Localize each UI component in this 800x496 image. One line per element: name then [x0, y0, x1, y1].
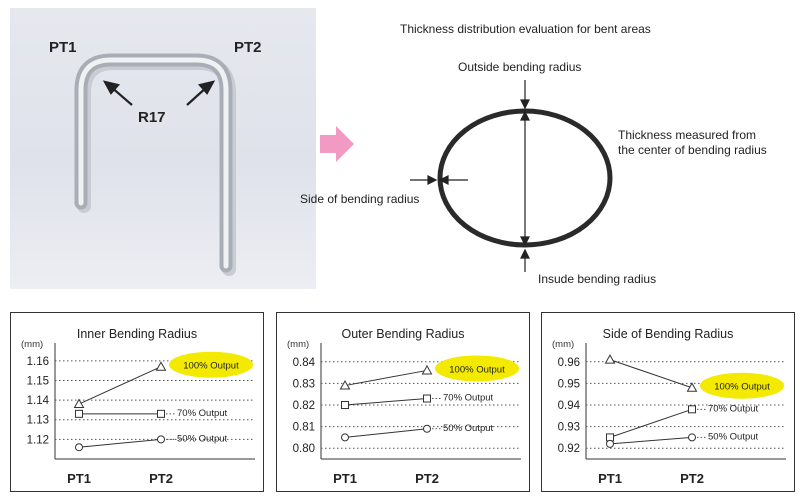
triangle-marker: [686, 382, 698, 392]
highlight-ellipse: [169, 351, 253, 378]
highlight-ellipse: [435, 355, 519, 382]
cross-section-diagram: Thickness distribution evaluation for be…: [290, 0, 800, 296]
inside-radius-label: Insude bending radius: [538, 272, 657, 286]
pink-arrow-icon: [320, 126, 354, 162]
x-tick-label: PT2: [149, 471, 173, 486]
y-unit-label: (mm): [21, 339, 43, 350]
series-line: [609, 359, 693, 389]
triangle-marker: [73, 398, 85, 409]
photo-label-radius: R17: [138, 109, 166, 126]
center-label-line2: the center of bending radius: [618, 143, 767, 157]
chart-inner-bending: Inner Bending Radius (mm) 1.16 1.15 1.14 1.13…: [10, 312, 264, 492]
center-label-line1: Thickness measured from: [618, 128, 757, 142]
y-tick-label: 1.14: [27, 395, 50, 407]
square-marker: [606, 433, 614, 442]
outside-radius-label: Outside bending radius: [458, 60, 582, 74]
y-tick-label: 1.16: [27, 356, 49, 368]
y-unit-label: (mm): [287, 339, 309, 350]
series-label: 50% Output: [177, 433, 228, 444]
square-marker: [157, 409, 165, 418]
x-tick-label: PT1: [67, 471, 91, 486]
chart-title: Outer Bending Radius: [342, 327, 465, 341]
photo-label-pt2: PT2: [234, 39, 262, 56]
series-line: [78, 438, 162, 448]
x-tick-label: PT1: [598, 471, 622, 486]
circle-marker: [688, 433, 696, 442]
triangle-marker: [604, 354, 616, 364]
square-marker: [75, 409, 83, 418]
series-label: 50% Output: [443, 423, 494, 434]
bent-tube-photo: PT1 PT2 R17: [10, 8, 316, 289]
square-marker: [341, 401, 349, 409]
series-label: 100% Output: [183, 361, 239, 372]
square-marker: [688, 405, 696, 414]
chart-title: Inner Bending Radius: [77, 327, 197, 341]
photo-label-pt1: PT1: [49, 39, 77, 56]
square-marker: [423, 394, 431, 403]
y-tick-label: 0.94: [558, 400, 581, 412]
series-line: [78, 366, 162, 405]
series-label: 100% Output: [714, 382, 770, 393]
circle-marker: [423, 424, 431, 433]
circle-marker: [606, 439, 614, 448]
chart-svg-0: Inner Bending Radius (mm) 1.16 1.15 1.14 1.13…: [21, 327, 255, 486]
series-label: 70% Output: [177, 408, 228, 419]
x-tick-label: PT2: [680, 471, 704, 486]
chart-svg-1: Outer Bending Radius (mm) 0.84 0.83 0.82 0.81…: [287, 327, 521, 486]
chart-title: Side of Bending Radius: [603, 327, 734, 341]
circle-marker: [157, 435, 165, 444]
y-tick-label: 0.92: [558, 443, 580, 455]
triangle-marker: [155, 361, 167, 371]
series-label: 70% Output: [443, 393, 494, 404]
y-tick-label: 0.96: [558, 357, 580, 369]
y-tick-label: 1.13: [27, 415, 49, 427]
y-tick-label: 0.95: [558, 378, 580, 390]
circle-marker: [75, 443, 83, 452]
chart-svg-2: Side of Bending Radius (mm) 0.96 0.95 0.94 0.…: [552, 327, 786, 486]
bent-tube-illustration: [74, 53, 236, 276]
y-tick-label: 0.80: [293, 443, 315, 455]
highlight-ellipse: [700, 372, 784, 399]
y-tick-label: 0.93: [558, 422, 580, 434]
series-line: [609, 408, 693, 438]
y-tick-label: 0.84: [293, 357, 316, 369]
chart-side-bending: Side of Bending Radius (mm) 0.96 0.95 0.94 0.…: [541, 312, 795, 492]
cross-section-svg: [410, 80, 613, 272]
x-tick-label: PT1: [333, 471, 357, 486]
series-label: 70% Output: [708, 403, 759, 414]
series-label: 100% Output: [449, 364, 505, 375]
y-tick-label: 1.15: [27, 375, 49, 387]
y-tick-label: 0.82: [293, 400, 315, 412]
x-tick-label: PT2: [415, 471, 439, 486]
chart-outer-bending: Outer Bending Radius (mm) 0.84 0.83 0.82 0.81…: [276, 312, 530, 492]
series-line: [609, 436, 693, 445]
series-line: [344, 398, 428, 406]
circle-marker: [341, 433, 349, 442]
side-radius-label: Side of bending radius: [300, 192, 420, 206]
y-tick-label: 0.83: [293, 378, 315, 390]
series-line: [344, 369, 428, 387]
diagram-title: Thickness distribution evaluation for be…: [400, 22, 651, 36]
triangle-marker: [421, 364, 433, 375]
y-tick-label: 1.12: [27, 434, 49, 446]
series-label: 50% Output: [708, 431, 759, 442]
y-tick-label: 0.81: [293, 422, 315, 434]
triangle-marker: [339, 380, 351, 390]
series-line: [344, 428, 428, 438]
y-unit-label: (mm): [552, 339, 574, 350]
